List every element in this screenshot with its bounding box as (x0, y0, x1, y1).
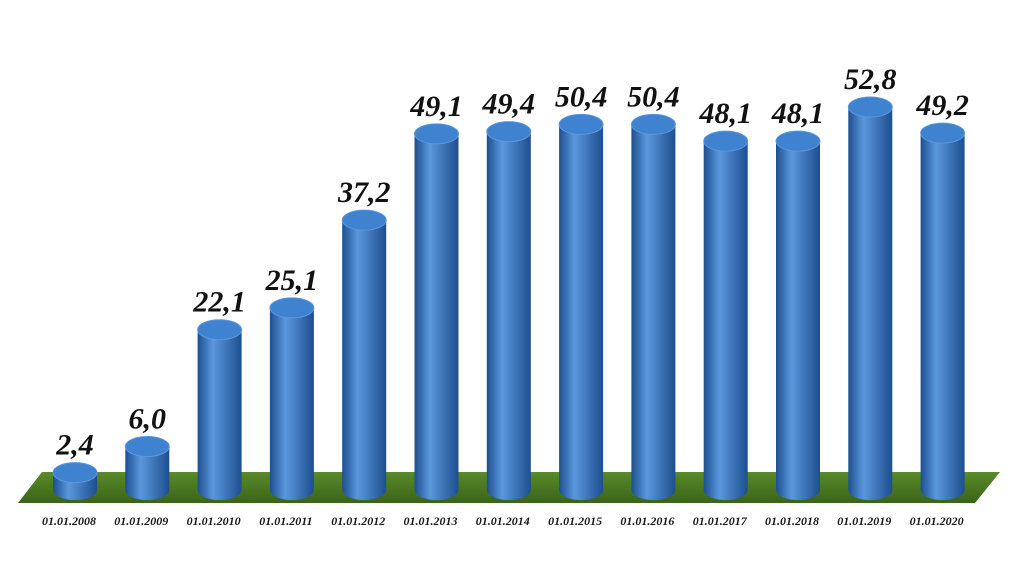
bar-01.01.2020 (920, 122, 966, 500)
bar-01.01.2015 (558, 113, 604, 500)
bar-body (920, 133, 965, 500)
bar-body (559, 124, 604, 500)
data-label: 22,1 (192, 286, 246, 319)
bar-body (486, 131, 531, 500)
data-label: 52,8 (844, 63, 897, 96)
data-label: 48,1 (698, 97, 752, 130)
bar-body (414, 133, 459, 500)
bar-01.01.2009 (124, 435, 170, 500)
bar-top (703, 130, 749, 152)
bar-body (269, 307, 314, 500)
bar-body (776, 141, 820, 500)
bar-01.01.2012 (341, 209, 387, 500)
bar-01.01.2018 (775, 130, 821, 500)
bar-top (269, 297, 315, 319)
x-tick-label: 01.01.2012 (331, 514, 385, 528)
bar-01.01.2011 (269, 297, 315, 500)
bar-01.01.2013 (414, 123, 459, 500)
data-label: 49,2 (915, 89, 969, 122)
bar-body (125, 446, 170, 500)
x-tick-label: 01.01.2011 (259, 514, 312, 528)
x-tick-label: 01.01.2013 (404, 514, 458, 528)
bar-body (197, 329, 242, 500)
data-label: 50,4 (555, 80, 608, 113)
data-label: 50,4 (627, 80, 680, 113)
x-tick-label: 01.01.2009 (114, 514, 168, 528)
bar-top (124, 435, 170, 457)
bar-01.01.2019 (847, 96, 893, 500)
bar-body (703, 141, 748, 500)
bar-top (197, 319, 243, 341)
x-tick-label: 01.01.2010 (187, 514, 241, 528)
data-label: 49,4 (482, 88, 536, 121)
bar-01.01.2010 (197, 319, 243, 500)
data-label: 48,1 (771, 97, 825, 130)
bar-top (558, 113, 604, 135)
bar-top (52, 462, 98, 484)
data-label: 25,1 (265, 264, 319, 297)
x-tick-label: 01.01.2018 (765, 514, 819, 528)
bar-top (630, 113, 676, 135)
x-tick-label: 01.01.2014 (476, 514, 530, 528)
data-label: 6,0 (129, 402, 167, 435)
x-tick-label: 01.01.2020 (910, 514, 964, 528)
bar-01.01.2014 (486, 121, 532, 500)
bar-top (341, 209, 387, 231)
x-tick-label: 01.01.2019 (837, 514, 891, 528)
bar-top (847, 96, 893, 118)
x-tick-label: 01.01.2015 (548, 514, 602, 528)
bar-body (342, 220, 387, 500)
x-tick-label: 01.01.2017 (693, 514, 748, 528)
bar-top (414, 123, 459, 145)
bar-top (775, 130, 821, 152)
data-label: 2,4 (55, 429, 94, 462)
data-label: 37,2 (337, 176, 391, 209)
x-tick-label: 01.01.2016 (620, 514, 674, 528)
data-label: 49,1 (409, 90, 463, 123)
bar-body (631, 124, 676, 500)
bar-01.01.2016 (630, 113, 676, 500)
bar-01.01.2017 (703, 130, 749, 500)
bar-top (920, 122, 966, 144)
bar-top (486, 121, 532, 143)
bar-body (848, 107, 893, 500)
x-tick-label: 01.01.2008 (42, 514, 96, 528)
bar-01.01.2008 (52, 462, 98, 500)
